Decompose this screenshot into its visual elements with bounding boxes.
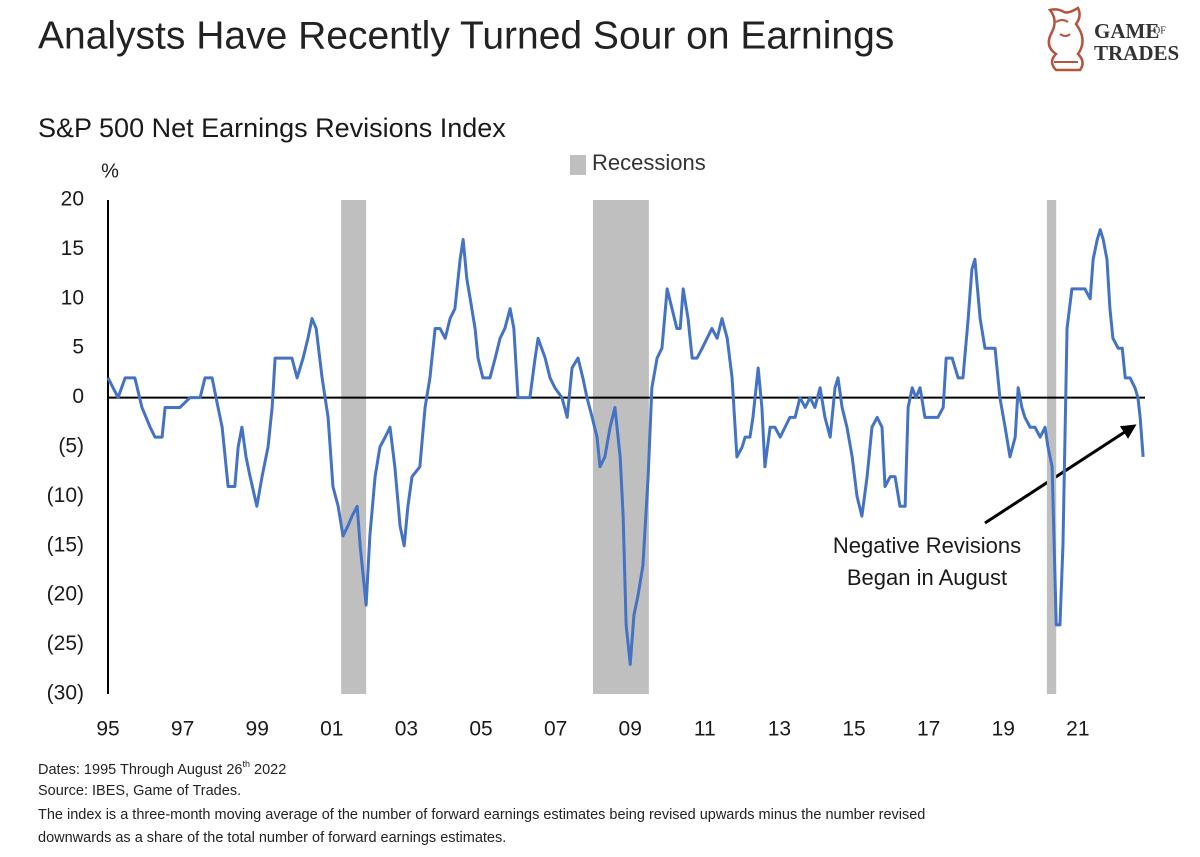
data-line xyxy=(106,228,1145,666)
footnote: Dates: 1995 Through August 26th 2022 xyxy=(38,759,286,777)
footnote-text: Source: IBES, Game of Trades. xyxy=(38,783,241,799)
x-tick-label: 03 xyxy=(395,718,418,741)
footnote-text: downwards as a share of the total number… xyxy=(38,830,506,846)
logo-text: TRADES xyxy=(1094,41,1179,65)
x-tick-label: 05 xyxy=(469,718,492,741)
x-tick-label: 99 xyxy=(246,718,269,741)
x-tick-label: 19 xyxy=(992,718,1015,741)
x-tick-label: 13 xyxy=(768,718,791,741)
x-tick-label: 07 xyxy=(544,718,567,741)
legend-label: Recessions xyxy=(592,150,706,175)
logo-icon-detail xyxy=(1054,19,1078,63)
footnote: Source: IBES, Game of Trades. xyxy=(38,783,241,799)
y-tick-label: (15) xyxy=(47,533,84,556)
recession-band xyxy=(592,200,649,694)
footnote-text: 2022 xyxy=(250,762,286,778)
y-tick-label: 0 xyxy=(72,385,84,408)
x-tick-label: 17 xyxy=(917,718,940,741)
x-tick-label: 95 xyxy=(96,718,119,741)
y-tick-label: 10 xyxy=(61,286,84,309)
x-tick-label: 01 xyxy=(320,718,343,741)
logo-icon xyxy=(1047,6,1084,72)
y-tick-label: (5) xyxy=(58,435,84,458)
chart-title: Analysts Have Recently Turned Sour on Ea… xyxy=(38,14,894,57)
y-tick-label: 5 xyxy=(72,336,84,359)
y-tick-label: (10) xyxy=(47,484,84,507)
footnote-text: The index is a three-month moving averag… xyxy=(38,807,925,823)
logo: GAME OF TRADES xyxy=(1047,6,1179,72)
y-unit-label: % xyxy=(101,160,119,182)
legend-swatch xyxy=(570,155,586,175)
x-tick-label: 97 xyxy=(171,718,194,741)
footnote-text: Dates: 1995 Through August 26 xyxy=(38,762,243,778)
logo-text: GAME xyxy=(1094,19,1159,43)
x-tick-label: 09 xyxy=(619,718,642,741)
x-tick-label: 15 xyxy=(842,718,865,741)
chart-subtitle: S&P 500 Net Earnings Revisions Index xyxy=(38,113,506,143)
annotation: Began in August xyxy=(847,565,1007,590)
footnotes: Dates: 1995 Through August 26th 2022 Sour… xyxy=(38,759,925,845)
x-tick-label: 21 xyxy=(1066,718,1089,741)
y-tick-label: (25) xyxy=(47,632,84,655)
recession-band xyxy=(341,200,367,694)
annotation: Negative Revisions xyxy=(833,533,1021,558)
y-tick-label: 15 xyxy=(61,237,84,260)
annotation-arrow xyxy=(984,424,1137,525)
logo-text-small: OF xyxy=(1153,25,1166,36)
footnote: downwards as a share of the total number… xyxy=(38,830,506,846)
y-tick-label: (20) xyxy=(47,583,84,606)
footnote: The index is a three-month moving averag… xyxy=(38,807,925,823)
recession-band xyxy=(1046,200,1057,694)
x-tick-label: 11 xyxy=(694,718,716,741)
footnote-sup: th xyxy=(243,759,251,769)
y-tick-label: 20 xyxy=(61,188,84,211)
y-tick-label: (30) xyxy=(47,682,84,705)
